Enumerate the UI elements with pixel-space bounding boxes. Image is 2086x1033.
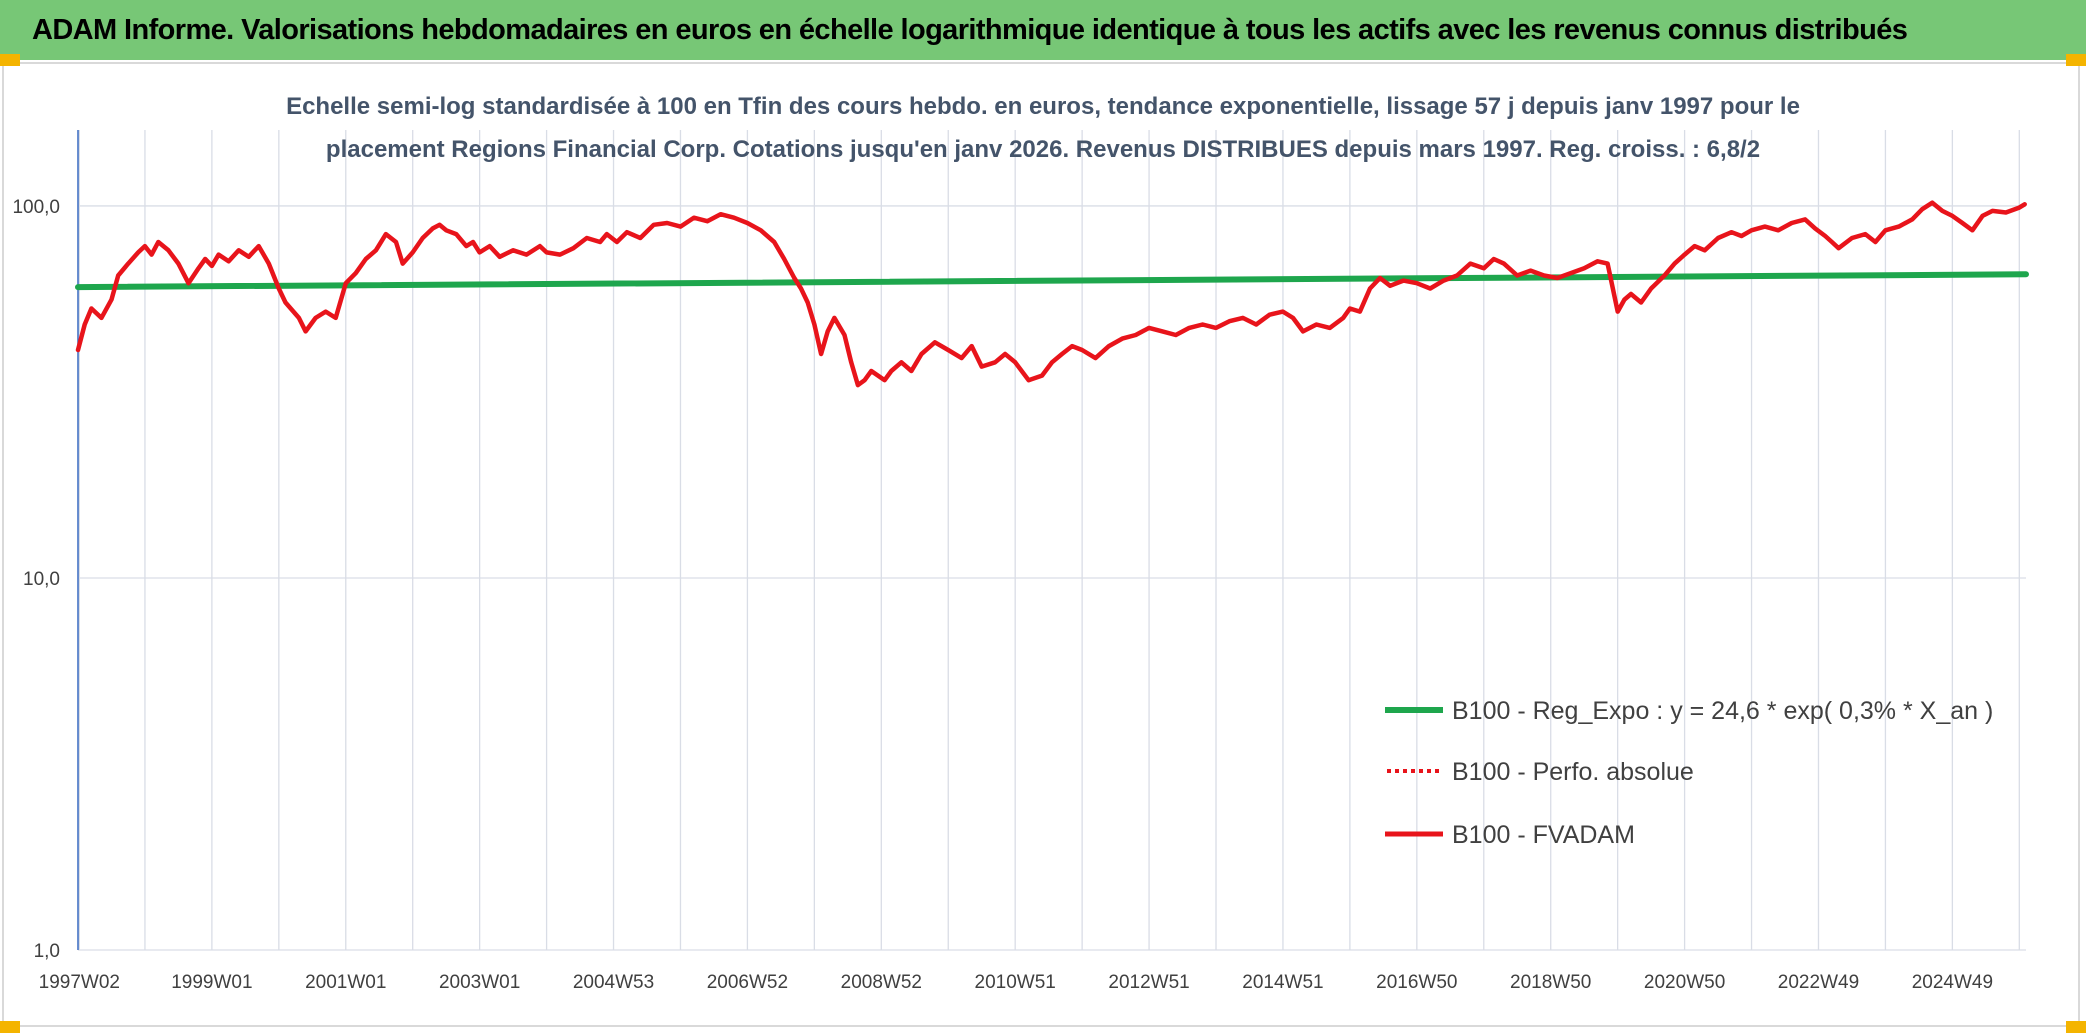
x-tick-label: 1997W02 [39, 972, 120, 993]
series-layer [75, 200, 2029, 388]
header-bar: ADAM Informe. Valorisations hebdomadaire… [0, 0, 2086, 60]
x-axis-tick-labels: 1997W02 1999W01 2001W01 2003W01 2004W53 2006W… [39, 972, 1993, 993]
x-tick-label: 2012W51 [1108, 972, 1189, 993]
x-tick-label: 2010W51 [975, 972, 1056, 993]
y-tick-label: 1,0 [34, 941, 60, 962]
legend-label-fvadam: B100 - FVADAM [1452, 821, 1635, 849]
chart-subtitle-line-1: Echelle semi-log standardisée à 100 en T… [286, 93, 1800, 120]
y-tick-label: 100,0 [12, 197, 60, 218]
x-tick-label: 2018W50 [1510, 972, 1591, 993]
legend-label-perf: B100 - Perfo. absolue [1452, 758, 1694, 786]
series-line-reg-expo [75, 271, 2029, 291]
chart-subtitle-line-2: placement Regions Financial Corp. Cotati… [326, 136, 1760, 163]
x-tick-label: 2022W49 [1778, 972, 1859, 993]
chart-frame [2, 62, 2080, 1027]
corner-marker-bottom-left [0, 1021, 20, 1033]
legend-label-trend: B100 - Reg_Expo : y = 24,6 * exp( 0,3% *… [1452, 697, 1993, 725]
x-tick-label: 2016W50 [1376, 972, 1457, 993]
x-tick-label: 2001W01 [305, 972, 386, 993]
y-axis-tick-labels: 1,0 10,0 100,0 [12, 197, 60, 962]
x-tick-label: 2008W52 [841, 972, 922, 993]
y-tick-label: 10,0 [23, 569, 60, 590]
gridlines [78, 130, 2026, 951]
x-tick-label: 2024W49 [1912, 972, 1993, 993]
legend: B100 - Reg_Expo : y = 24,6 * exp( 0,3% *… [1385, 697, 1993, 849]
x-tick-label: 2003W01 [439, 972, 520, 993]
corner-marker-top-left [0, 54, 20, 66]
corner-marker-top-right [2066, 54, 2086, 66]
x-tick-label: 2020W50 [1644, 972, 1725, 993]
x-tick-label: 2006W52 [707, 972, 788, 993]
x-tick-label: 1999W01 [171, 972, 252, 993]
page-title: ADAM Informe. Valorisations hebdomadaire… [32, 13, 1908, 46]
series-line-fvadam [75, 200, 2027, 388]
corner-marker-bottom-right [2066, 1021, 2086, 1033]
x-tick-label: 2014W51 [1242, 972, 1323, 993]
x-tick-label: 2004W53 [573, 972, 654, 993]
